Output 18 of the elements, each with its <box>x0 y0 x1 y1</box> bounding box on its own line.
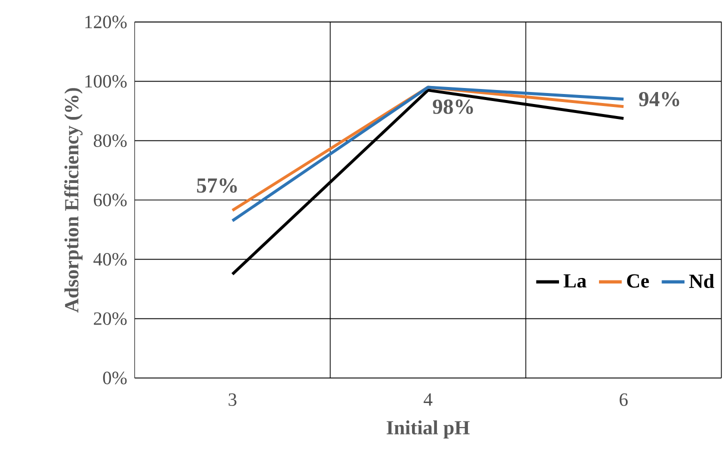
legend-label: Nd <box>689 274 714 288</box>
x-tick-label: 3 <box>228 393 236 406</box>
x-tick-label: 4 <box>424 393 432 406</box>
y-tick-label: 80% <box>94 134 127 147</box>
y-tick-label: 120% <box>85 16 127 28</box>
y-tick-label: 0% <box>103 372 127 384</box>
annotation: 94% <box>639 92 680 106</box>
legend-label: La <box>564 274 586 288</box>
x-axis-title: Initial pH <box>386 420 470 439</box>
x-tick-label: 6 <box>620 393 628 406</box>
y-tick-label: 40% <box>93 252 127 266</box>
annotation: 98% <box>432 100 473 114</box>
legend-label: Ce <box>627 274 649 288</box>
y-axis-title: Adsorption Efficiency (%) <box>64 88 83 313</box>
annotation: 57% <box>197 178 237 193</box>
y-tick-label: 20% <box>94 312 127 325</box>
y-tick-label: 60% <box>94 194 127 206</box>
y-tick-label: 100% <box>85 74 127 88</box>
